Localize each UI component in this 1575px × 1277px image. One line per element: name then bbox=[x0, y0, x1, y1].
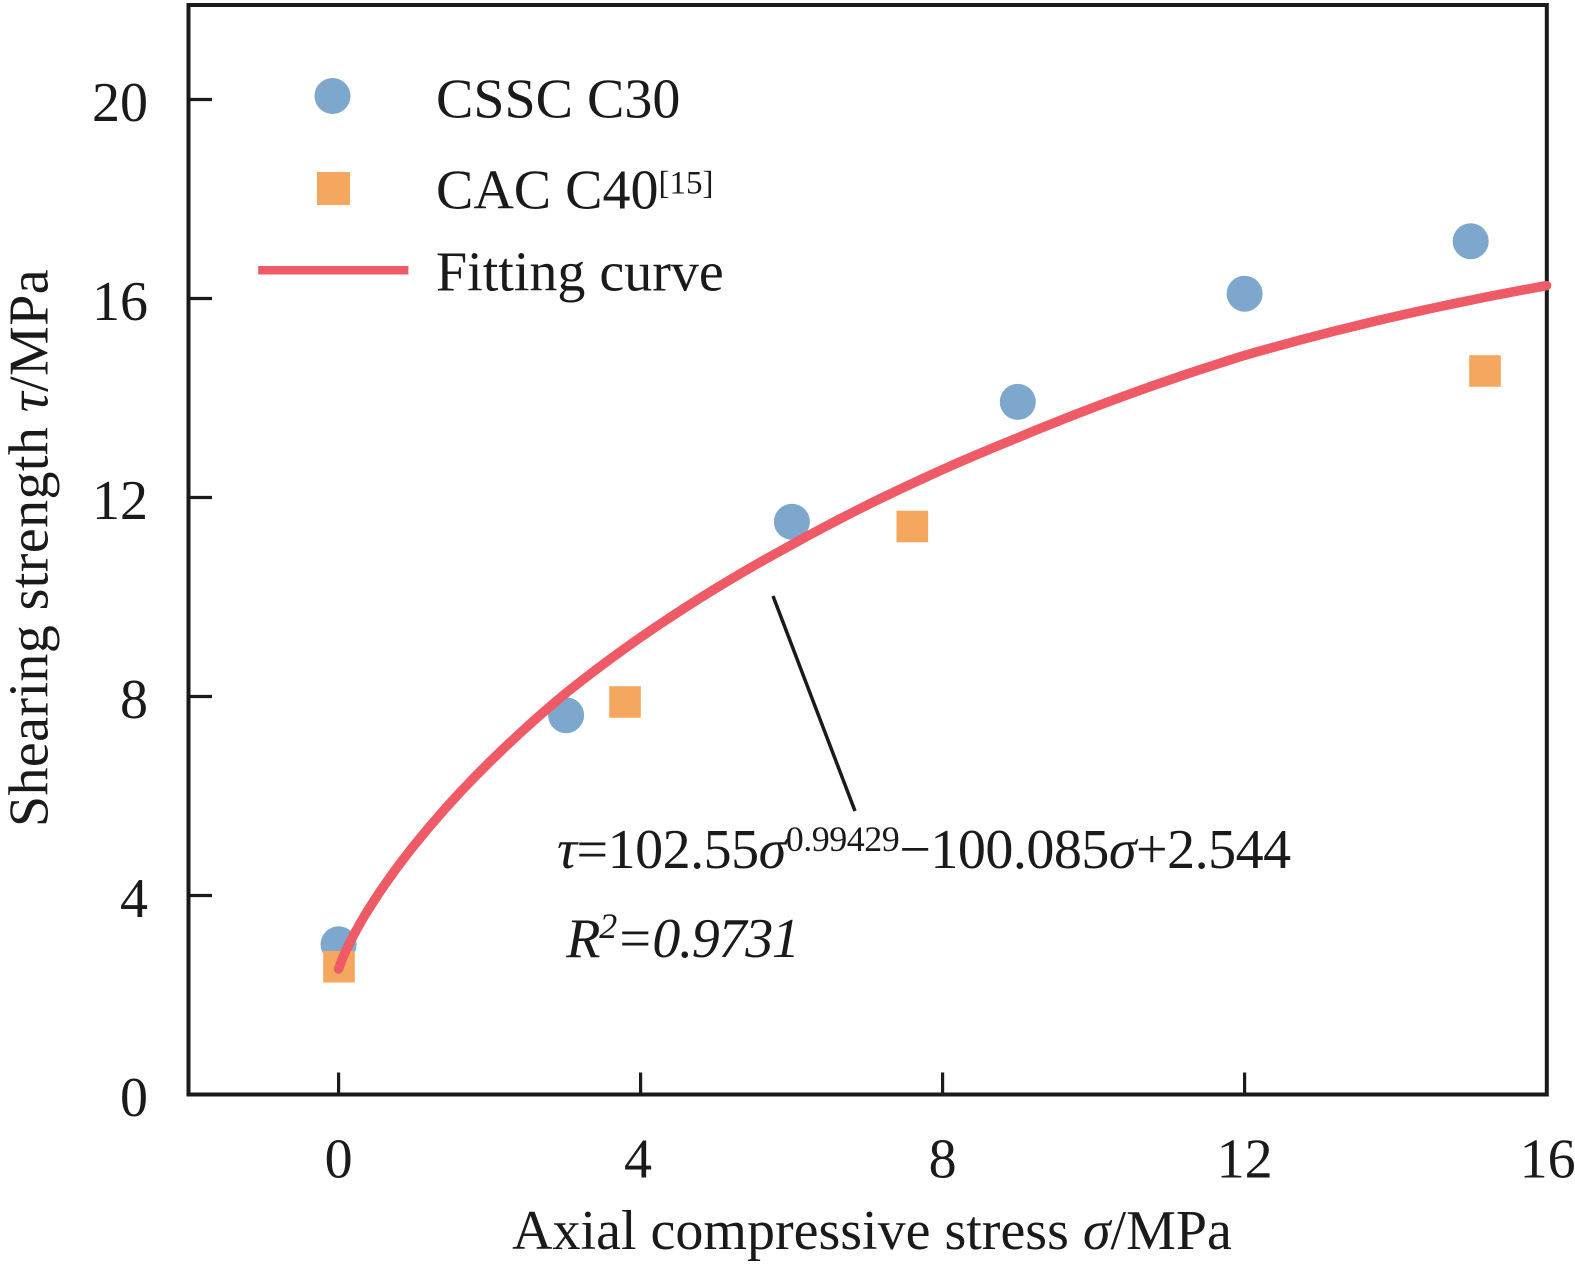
svg-text:τ=102.55σ0.99429−100.085σ+2.54: τ=102.55σ0.99429−100.085σ+2.544 bbox=[557, 819, 1291, 881]
svg-text:16: 16 bbox=[1520, 1129, 1575, 1191]
svg-text:8: 8 bbox=[120, 669, 148, 731]
svg-text:CSSC C30: CSSC C30 bbox=[436, 69, 680, 131]
svg-text:8: 8 bbox=[929, 1129, 957, 1191]
svg-text:20: 20 bbox=[92, 72, 148, 134]
svg-text:4: 4 bbox=[624, 1129, 652, 1191]
svg-text:12: 12 bbox=[92, 470, 148, 532]
svg-text:16: 16 bbox=[92, 271, 148, 333]
svg-text:CAC C40[15]: CAC C40[15] bbox=[436, 160, 713, 222]
svg-text:0: 0 bbox=[120, 1067, 148, 1129]
svg-text:Axial compressive stress σ/MPa: Axial compressive stress σ/MPa bbox=[512, 1200, 1232, 1262]
svg-text:Shearing strength τ/MPa: Shearing strength τ/MPa bbox=[0, 269, 61, 827]
svg-text:0: 0 bbox=[325, 1129, 353, 1191]
svg-text:Fitting curve: Fitting curve bbox=[436, 242, 724, 304]
svg-text:12: 12 bbox=[1217, 1129, 1273, 1191]
svg-text:4: 4 bbox=[120, 868, 148, 930]
